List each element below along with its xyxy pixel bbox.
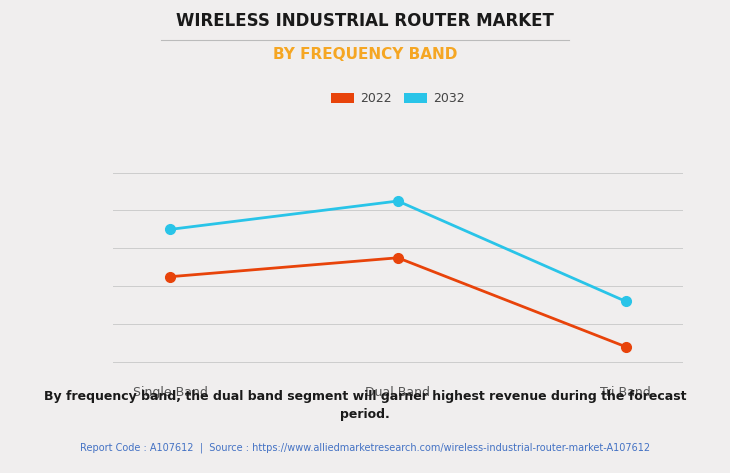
Legend: 2022, 2032: 2022, 2032 bbox=[326, 88, 469, 110]
Text: BY FREQUENCY BAND: BY FREQUENCY BAND bbox=[273, 47, 457, 62]
Text: Report Code : A107612  |  Source : https://www.alliedmarketresearch.com/wireless: Report Code : A107612 | Source : https:/… bbox=[80, 442, 650, 453]
Text: WIRELESS INDUSTRIAL ROUTER MARKET: WIRELESS INDUSTRIAL ROUTER MARKET bbox=[176, 12, 554, 30]
Text: By frequency band, the dual band segment will garner highest revenue during the : By frequency band, the dual band segment… bbox=[44, 390, 686, 421]
